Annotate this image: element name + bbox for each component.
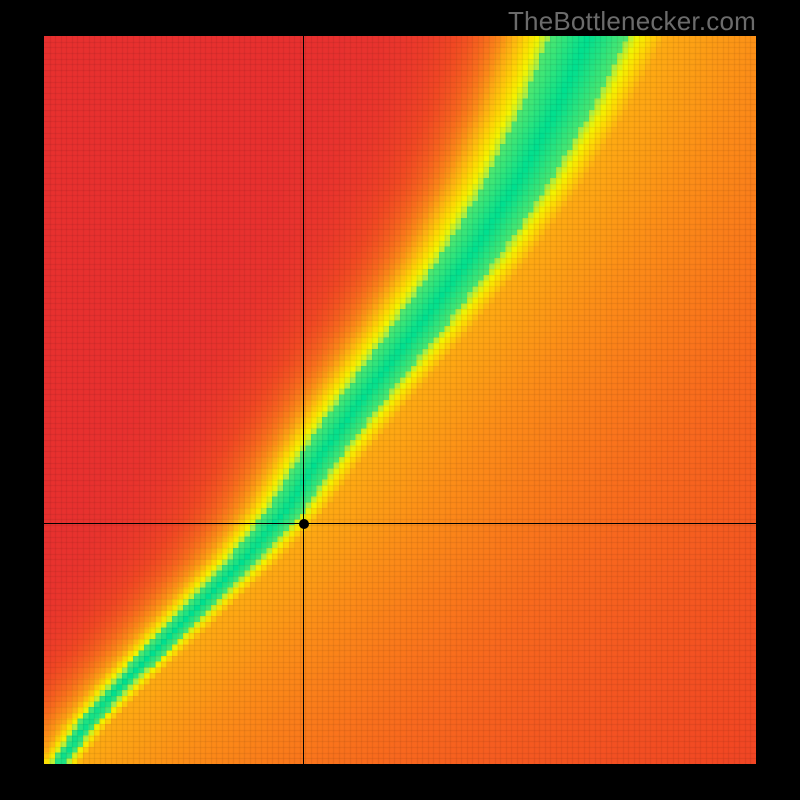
watermark-text: TheBottlenecker.com: [508, 6, 756, 37]
heatmap-gridlines: [44, 36, 756, 764]
selection-marker: [299, 519, 309, 529]
crosshair-vertical: [303, 36, 304, 764]
chart-container: TheBottlenecker.com: [0, 0, 800, 800]
crosshair-horizontal: [44, 523, 756, 524]
